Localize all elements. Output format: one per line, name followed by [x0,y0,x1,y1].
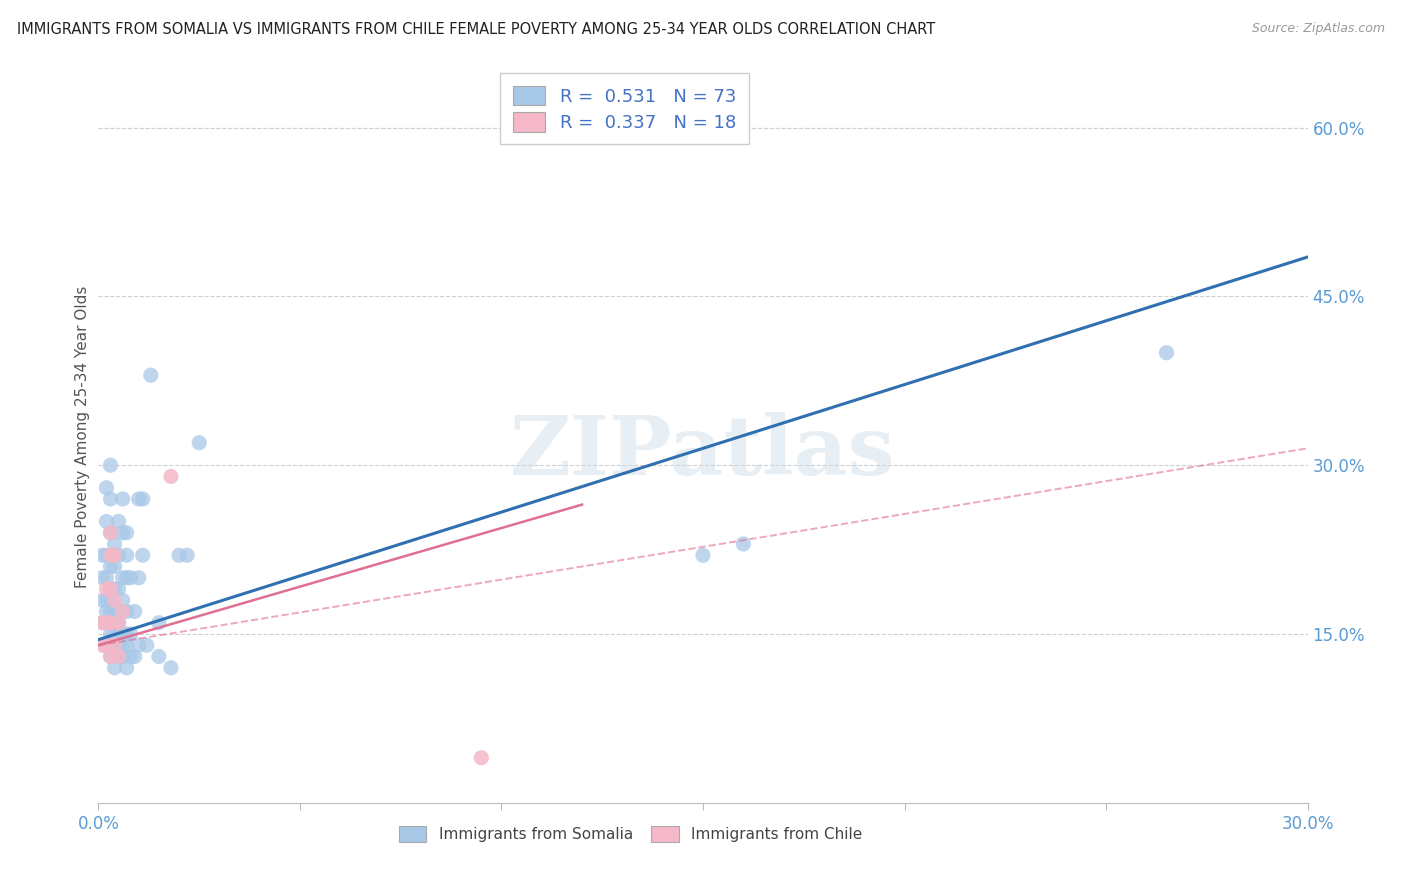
Point [111,593,134,607]
Point [103,559,125,574]
Point [103,537,125,551]
Point [103,593,125,607]
Point [733,537,755,551]
Point [135,638,157,652]
Point [103,548,125,562]
Point [107,649,129,664]
Point [103,605,125,619]
Point [115,525,138,540]
Point [96,515,118,529]
Point [103,661,125,675]
Point [188,435,211,450]
Point [111,571,134,585]
Point [96,548,118,562]
Point [91,615,114,630]
Point [103,627,125,641]
Point [91,571,114,585]
Point [100,615,122,630]
Point [160,469,183,483]
Point [100,649,122,664]
Point [96,593,118,607]
Text: Source: ZipAtlas.com: Source: ZipAtlas.com [1251,22,1385,36]
Point [111,649,134,664]
Point [96,571,118,585]
Point [107,627,129,641]
Point [115,548,138,562]
Point [120,571,142,585]
Point [100,627,122,641]
Point [139,368,162,383]
Point [120,627,142,641]
Point [128,638,150,652]
Point [167,548,190,562]
Point [103,582,125,596]
Point [160,661,183,675]
Point [111,491,134,506]
Point [100,615,122,630]
Point [470,751,492,765]
Point [124,605,146,619]
Point [100,491,122,506]
Point [91,593,114,607]
Point [120,649,142,664]
Point [115,638,138,652]
Point [124,649,146,664]
Point [100,649,122,664]
Point [96,582,118,596]
Point [111,605,134,619]
Point [100,593,122,607]
Point [107,582,129,596]
Point [96,638,118,652]
Point [107,649,129,664]
Text: IMMIGRANTS FROM SOMALIA VS IMMIGRANTS FROM CHILE FEMALE POVERTY AMONG 25-34 YEAR: IMMIGRANTS FROM SOMALIA VS IMMIGRANTS FR… [17,22,935,37]
Point [100,559,122,574]
Point [103,615,125,630]
Point [100,525,122,540]
Point [132,491,155,506]
Y-axis label: Female Poverty Among 25-34 Year Olds: Female Poverty Among 25-34 Year Olds [75,286,90,588]
Point [96,615,118,630]
Point [96,638,118,652]
Point [96,605,118,619]
Point [111,638,134,652]
Point [128,491,150,506]
Point [91,548,114,562]
Point [100,582,122,596]
Text: ZIPatlas: ZIPatlas [510,412,896,491]
Point [132,548,155,562]
Point [176,548,198,562]
Point [100,605,122,619]
Point [103,638,125,652]
Point [91,615,114,630]
Point [692,548,714,562]
Point [96,615,118,630]
Point [107,515,129,529]
Point [91,638,114,652]
Point [148,649,170,664]
Point [148,615,170,630]
Point [107,615,129,630]
Point [100,582,122,596]
Point [115,661,138,675]
Point [107,605,129,619]
Point [100,458,122,473]
Point [128,571,150,585]
Point [103,638,125,652]
Point [107,638,129,652]
Point [1156,345,1178,359]
Point [115,571,138,585]
Point [111,525,134,540]
Point [96,481,118,495]
Point [100,525,122,540]
Point [111,627,134,641]
Legend: Immigrants from Somalia, Immigrants from Chile: Immigrants from Somalia, Immigrants from… [391,818,870,850]
Point [115,605,138,619]
Point [115,627,138,641]
Point [107,548,129,562]
Point [100,548,122,562]
Point [107,615,129,630]
